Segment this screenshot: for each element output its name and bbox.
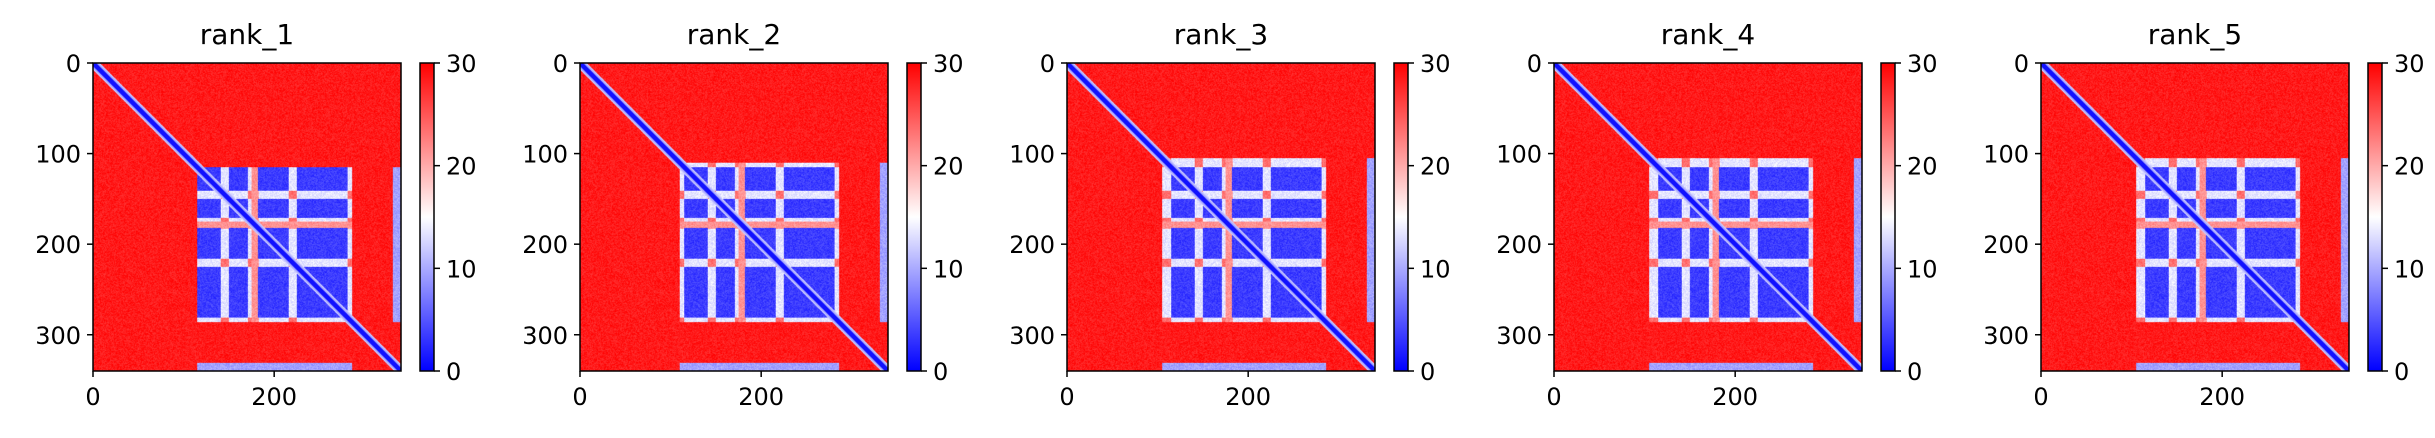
y-tick-label: 100 [35,141,81,169]
colorbar-tick-label: 10 [933,255,964,283]
colorbar-tick-label: 0 [933,358,948,386]
colorbar-tick-label: 20 [446,153,477,181]
y-tick-label: 200 [1009,231,1055,259]
heatmap-panel: rank_2 0 100 200 300 0 200 0 10 20 30 [487,0,974,438]
axes-frame [92,62,402,372]
x-tick-label: 200 [1225,383,1271,411]
heatmap-axes: rank_3 0 100 200 300 0 200 0 10 20 30 [1009,18,1451,411]
y-tick-label: 0 [1527,50,1542,78]
y-tick-label: 300 [1009,322,1055,350]
x-tick-label: 0 [1059,383,1074,411]
chart-title: rank_5 [2148,18,2242,51]
colorbar-tick-label: 20 [1907,153,1938,181]
y-tick-label: 100 [1009,141,1055,169]
colorbar-tick-label: 20 [933,153,964,181]
y-tick-label: 0 [553,50,568,78]
heatmap-axes: rank_2 0 100 200 300 0 200 0 10 20 30 [522,18,964,411]
y-tick-label: 300 [1496,322,1542,350]
colorbar-tick-label: 10 [2394,255,2425,283]
colorbar-tick-label: 30 [2394,50,2425,78]
y-tick-label: 200 [1496,231,1542,259]
colorbar-tick-label: 30 [1420,50,1451,78]
y-tick-label: 300 [522,322,568,350]
y-tick-label: 300 [1983,322,2029,350]
x-tick-label: 0 [572,383,587,411]
y-tick-label: 300 [35,322,81,350]
colorbar-tick-label: 20 [1420,153,1451,181]
y-tick-label: 100 [1983,141,2029,169]
heatmap-panel: rank_5 0 100 200 300 0 200 0 10 20 30 [1948,0,2435,438]
chart-title: rank_1 [200,18,294,51]
y-tick-label: 100 [1496,141,1542,169]
heatmap-image [93,63,401,371]
axes-frame [2040,62,2350,372]
y-tick-label: 100 [522,141,568,169]
y-tick-label: 200 [1983,231,2029,259]
x-tick-label: 0 [2033,383,2048,411]
chart-title: rank_4 [1661,18,1755,51]
x-tick-label: 0 [1546,383,1561,411]
heatmap-panel: rank_3 0 100 200 300 0 200 0 10 20 30 [974,0,1461,438]
colorbar-tick-label: 10 [1420,255,1451,283]
heatmap-image [1554,63,1862,371]
colorbar-tick-label: 0 [1907,358,1922,386]
colorbar-tick-label: 0 [1420,358,1435,386]
colorbar-tick-label: 10 [446,255,477,283]
colorbar [1393,62,1409,372]
colorbar-tick-label: 30 [933,50,964,78]
colorbar-tick-label: 0 [2394,358,2409,386]
x-tick-label: 200 [251,383,297,411]
heatmap-panel: rank_1 0 100 200 300 0 200 0 10 20 30 [0,0,487,438]
chart-title: rank_2 [687,18,781,51]
axes-frame [1066,62,1376,372]
heatmap-image [2041,63,2349,371]
colorbar [906,62,922,372]
colorbar-tick-label: 10 [1907,255,1938,283]
y-tick-label: 200 [522,231,568,259]
x-tick-label: 200 [2199,383,2245,411]
y-tick-label: 200 [35,231,81,259]
colorbar-tick-label: 30 [446,50,477,78]
heatmap-image [1067,63,1375,371]
heatmap-panel: rank_4 0 100 200 300 0 200 0 10 20 30 [1461,0,1948,438]
x-tick-label: 200 [1712,383,1758,411]
chart-title: rank_3 [1174,18,1268,51]
x-tick-label: 0 [85,383,100,411]
heatmap-axes: rank_1 0 100 200 300 0 200 0 10 20 30 [35,18,477,411]
colorbar [2367,62,2383,372]
colorbar [419,62,435,372]
y-tick-label: 0 [2014,50,2029,78]
colorbar [1880,62,1896,372]
axes-frame [579,62,889,372]
colorbar-tick-label: 30 [1907,50,1938,78]
colorbar-tick-label: 0 [446,358,461,386]
axes-frame [1553,62,1863,372]
y-tick-label: 0 [1040,50,1055,78]
colorbar-tick-label: 20 [2394,153,2425,181]
heatmap-image [580,63,888,371]
x-tick-label: 200 [738,383,784,411]
heatmap-axes: rank_5 0 100 200 300 0 200 0 10 20 30 [1983,18,2425,411]
heatmap-axes: rank_4 0 100 200 300 0 200 0 10 20 30 [1496,18,1938,411]
y-tick-label: 0 [66,50,81,78]
